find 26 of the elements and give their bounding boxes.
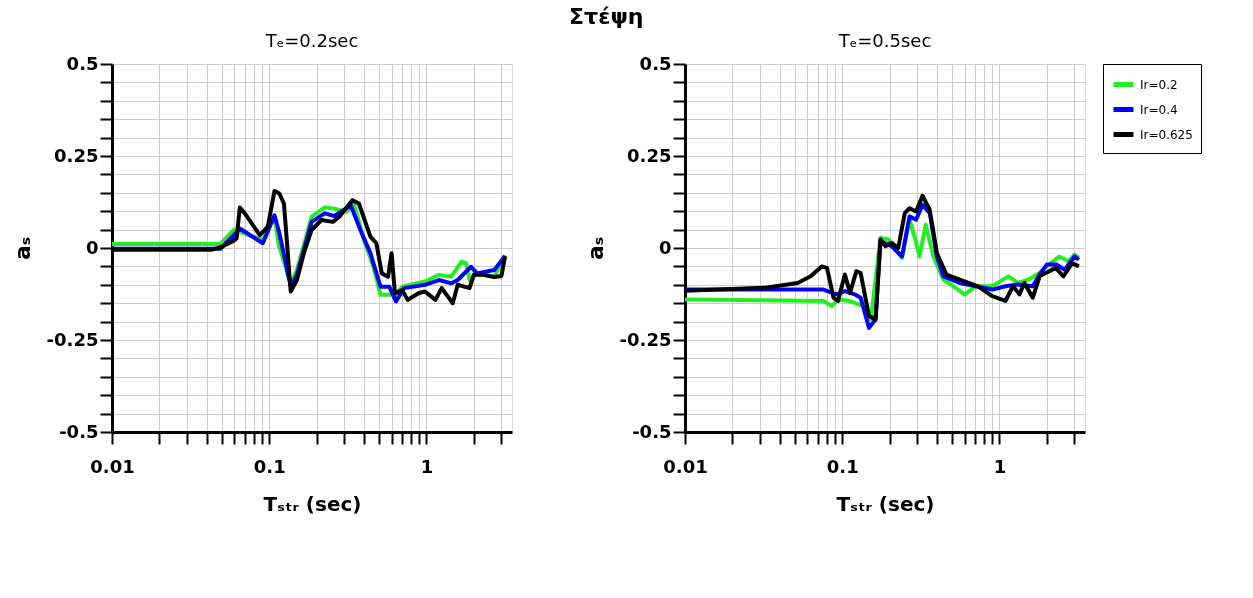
chart-title: Tₑ=0.2sec [264,30,359,51]
x-axis-title: Tₛₜᵣ (sec) [836,491,935,516]
x-tick-label: 0.01 [663,455,708,477]
y-tick-label: 0 [85,236,99,258]
y-axis-title: aₛ [582,236,608,261]
legend-label: Ir=0.625 [1140,127,1193,142]
y-tick-label: -0.5 [632,420,672,442]
x-tick-label: 1 [993,455,1007,477]
x-tick-label: 1 [420,455,434,477]
x-tick-label: 0.01 [90,455,135,477]
y-tick-label: 0 [658,236,672,258]
y-tick-label: -0.25 [46,328,99,350]
x-tick-label: 0.1 [826,455,859,477]
y-tick-label: -0.25 [619,328,672,350]
y-axis-title: aₛ [9,236,35,261]
y-tick-label: 0.5 [66,52,99,74]
text: Στέψη [569,3,644,29]
legend-label: Ir=0.4 [1140,102,1178,117]
chart-title: Tₑ=0.5sec [837,30,932,51]
y-tick-label: 0.25 [54,144,99,166]
x-axis-title: Tₛₜᵣ (sec) [263,491,362,516]
y-tick-label: 0.5 [639,52,672,74]
x-tick-label: 0.1 [253,455,286,477]
y-tick-label: -0.5 [59,420,99,442]
y-tick-label: 0.25 [627,144,672,166]
legend-label: Ir=0.2 [1140,77,1178,92]
